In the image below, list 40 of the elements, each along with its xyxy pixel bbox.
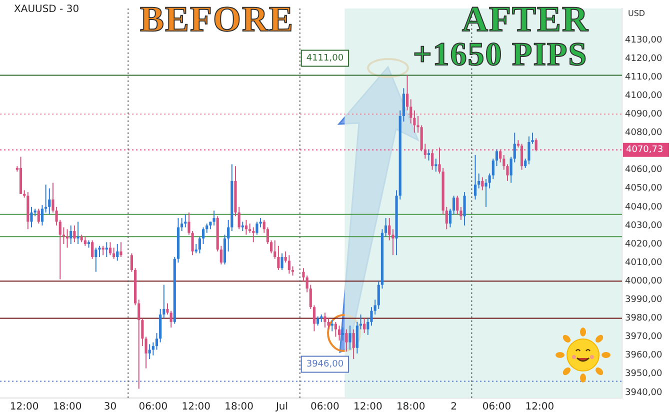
annotation: 4111,00 [306,54,344,64]
y-tick-label: 4090,00 [625,109,662,120]
y-tick-label: 4110,00 [625,72,662,82]
annotation: BEFORE [140,0,294,40]
y-tick-label: 4040,00 [625,202,662,212]
y-tick-label: 3980,00 [625,314,662,324]
x-tick-label: 12:00 [353,402,382,413]
x-tick-label: Jul [274,402,288,413]
x-tick-label: 12:00 [182,402,211,413]
y-tick-label: 4020,00 [625,239,662,250]
x-tick-label: 2 [450,402,457,413]
y-tick-label: 3990,00 [625,295,662,306]
annotation: 3946,00 [306,360,344,370]
y-tick-label: 3960,00 [625,350,662,361]
y-tick-label: 4010,00 [625,258,662,268]
x-tick-label: 30 [104,402,117,413]
y-tick-label: 4120,00 [625,54,662,64]
ref-line-label: 4070,73 [626,145,664,156]
y-tick-label: 4060,00 [625,165,662,176]
x-tick-label: 06:00 [482,402,512,413]
x-tick-label: 06:00 [138,402,168,413]
x-tick-label: 18:00 [52,402,82,413]
y-tick-label: 4030,00 [625,220,662,231]
y-tick-label: 4050,00 [625,184,662,194]
y-axis-title: USD [628,9,646,18]
chart-title: XAUUSD - 30 [14,4,80,15]
x-tick-label: 06:00 [310,402,340,413]
y-tick-label: 4130,00 [625,35,662,46]
y-tick-label: 3950,00 [625,369,662,380]
y-tick-label: 4000,00 [625,276,662,286]
x-tick-label: 12:00 [10,402,39,413]
y-tick-label: 4080,00 [625,128,662,138]
y-tick-label: 4100,00 [625,90,662,101]
y-tick-label: 3970,00 [625,332,662,342]
y-tick-label: 3940,00 [625,388,662,398]
x-tick-label: 18:00 [224,402,254,413]
x-tick-label: 12:00 [525,402,554,413]
annotation: +1650 PIPS [413,37,588,73]
annotation: AFTER [462,0,590,40]
x-tick-label: 18:00 [396,402,426,413]
